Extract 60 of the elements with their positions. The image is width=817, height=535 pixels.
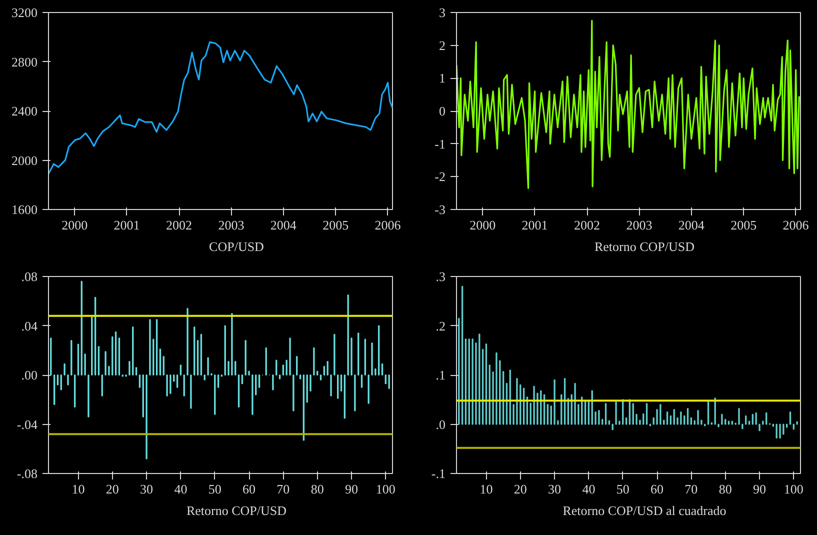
x-tick-label: 30 xyxy=(140,482,154,496)
x-tick-label: 2004 xyxy=(678,218,705,232)
y-tick-label: 2000 xyxy=(12,152,38,168)
x-tick-label: 2001 xyxy=(114,218,140,232)
x-tick-label: 10 xyxy=(480,482,493,496)
y-tick-label: .00 xyxy=(21,368,38,382)
x-tick-label: 2001 xyxy=(522,218,548,232)
x-tick-label: 50 xyxy=(208,482,222,496)
x-tick-label: 2002 xyxy=(166,218,192,232)
y-tick-label: 2 xyxy=(439,38,446,53)
text: Retorno COP/USD xyxy=(186,503,287,519)
y-tick-label: -2 xyxy=(434,169,446,184)
y-tick-label: -1 xyxy=(434,136,446,152)
y-tick-label: -.1 xyxy=(431,466,446,481)
y-tick-label: -.08 xyxy=(16,466,38,481)
text: COP/USD xyxy=(209,239,264,255)
x-tick-label: 2003 xyxy=(626,218,652,232)
y-tick-label: 0 xyxy=(439,104,446,118)
x-tick-label: 20 xyxy=(106,482,119,496)
y-tick-label: 2800 xyxy=(12,54,38,70)
text: Retorno COP/USD xyxy=(594,239,695,255)
x-tick-label: 80 xyxy=(310,482,324,496)
x-tick-label: 50 xyxy=(616,482,630,496)
x-tick-label: 100 xyxy=(376,482,396,496)
x-tick-label: 2000 xyxy=(470,218,496,232)
x-tick-label: 30 xyxy=(548,482,562,496)
x-tick-label: 10 xyxy=(72,482,85,496)
x-tick-label: 2004 xyxy=(270,218,297,232)
y-tick-label: 3200 xyxy=(12,5,38,20)
x-tick-label: 2006 xyxy=(782,218,810,232)
y-tick-label: .3 xyxy=(436,269,446,284)
y-tick-label: .0 xyxy=(436,416,446,432)
x-tick-label: 70 xyxy=(684,482,698,496)
y-tick-label: -3 xyxy=(434,202,446,217)
x-tick-label: 2002 xyxy=(574,218,600,232)
y-tick-label: .1 xyxy=(436,368,446,382)
y-tick-label: 3 xyxy=(439,5,446,20)
x-tick-label: 60 xyxy=(650,482,664,496)
x-tick-label: 2005 xyxy=(730,218,757,232)
y-tick-label: -.04 xyxy=(16,416,38,432)
y-tick-label: 1 xyxy=(439,70,446,86)
x-tick-label: 100 xyxy=(784,482,804,496)
text: Retorno COP/USD al cuadrado xyxy=(562,503,726,519)
x-tick-label: 2005 xyxy=(322,218,349,232)
x-tick-label: 2000 xyxy=(62,218,88,232)
x-tick-label: 40 xyxy=(582,482,596,496)
x-tick-label: 80 xyxy=(718,482,732,496)
x-tick-label: 2003 xyxy=(218,218,244,232)
x-tick-label: 40 xyxy=(174,482,188,496)
y-tick-label: .04 xyxy=(21,318,38,334)
y-tick-label: .08 xyxy=(21,269,38,284)
x-tick-label: 90 xyxy=(753,482,766,496)
y-tick-label: 1600 xyxy=(12,202,38,217)
y-tick-label: .2 xyxy=(436,318,446,334)
x-tick-label: 60 xyxy=(242,482,256,496)
y-tick-label: 2400 xyxy=(12,104,38,118)
x-tick-label: 90 xyxy=(345,482,358,496)
x-tick-label: 70 xyxy=(276,482,290,496)
x-tick-label: 2006 xyxy=(374,218,402,232)
x-tick-label: 20 xyxy=(514,482,527,496)
